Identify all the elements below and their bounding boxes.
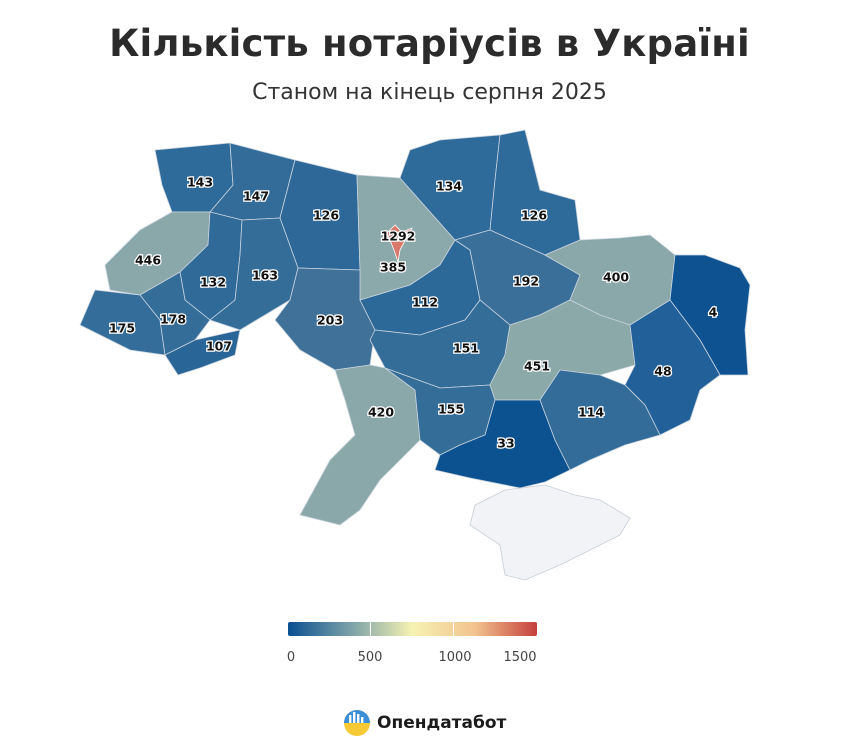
label-mykolaiv: 155: [438, 402, 464, 417]
label-zhytomyr: 126: [313, 208, 339, 223]
legend-tick-mark: [453, 622, 454, 636]
page-title: Кількість нотаріусів в Україні: [109, 22, 750, 65]
legend-label-500: 500: [357, 650, 383, 665]
kyiv-city-marker[interactable]: [386, 224, 413, 263]
label-kyiv-oblast: 385: [380, 260, 406, 275]
region-ivano-frankivsk[interactable]: [139, 271, 211, 356]
label-volyn: 143: [187, 175, 213, 190]
label-sumy: 126: [521, 208, 547, 223]
label-kirovohrad: 151: [453, 341, 479, 356]
label-poltava: 192: [513, 274, 539, 289]
label-vinnytsia: 203: [317, 313, 343, 328]
legend-label-1500: 1500: [503, 650, 537, 665]
legend-label-0: 0: [286, 650, 296, 665]
region-zaporizhzhia[interactable]: [539, 369, 661, 471]
legend-label-1000: 1000: [438, 650, 472, 665]
region-odesa[interactable]: [299, 364, 421, 526]
label-kharkiv: 400: [603, 270, 629, 285]
label-rivne: 147: [243, 189, 269, 204]
label-zakarpattia: 175: [109, 321, 135, 336]
page-subtitle: Станом на кінець серпня 2025: [252, 80, 607, 105]
label-ternopil: 132: [200, 275, 226, 290]
label-lviv: 446: [135, 253, 161, 268]
region-crimea[interactable]: [469, 484, 631, 581]
label-khmelnytskyi: 163: [252, 268, 278, 283]
legend-tick-mark: [370, 622, 371, 636]
label-kherson: 33: [497, 436, 514, 451]
label-cherkasy: 112: [412, 295, 438, 310]
label-dnipropetrovsk: 451: [524, 359, 550, 374]
brand-footer: Опендатабот: [343, 708, 506, 738]
region-donetsk[interactable]: [624, 299, 721, 436]
region-chernivtsi[interactable]: [164, 329, 241, 376]
label-donetsk: 48: [654, 364, 671, 379]
label-kyiv-city: 1292: [381, 229, 416, 244]
label-ivano-frankivsk: 178: [160, 312, 186, 327]
label-luhansk: 4: [709, 305, 718, 320]
label-chernihiv: 134: [436, 179, 462, 194]
brand-name: Опендатабот: [377, 713, 507, 733]
opendatabot-logo-icon: [344, 710, 370, 736]
label-chernivtsi: 107: [206, 339, 232, 354]
label-zaporizhzhia: 114: [578, 405, 604, 420]
color-scale-bar: [288, 622, 537, 636]
label-odesa: 420: [368, 405, 394, 420]
